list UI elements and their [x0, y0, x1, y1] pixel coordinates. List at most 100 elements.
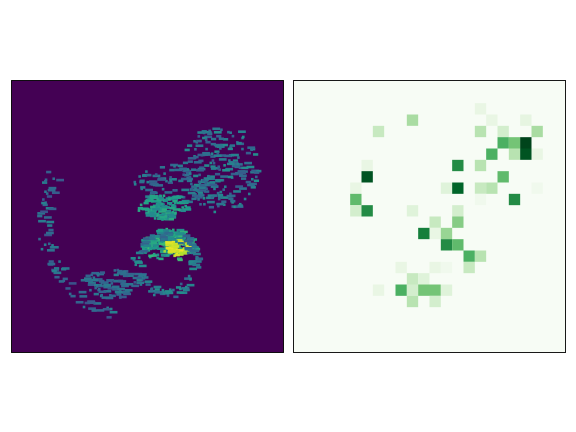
heatmap-left-pixel	[208, 129, 211, 133]
heatmap-left-pixel	[216, 191, 220, 195]
heatmap-right-cell	[452, 159, 464, 172]
heatmap-left-pixel	[84, 301, 90, 305]
heatmap-left-pixel	[152, 293, 156, 297]
heatmap-left-pixel	[65, 287, 71, 290]
heatmap-left-pixel	[167, 181, 173, 184]
heatmap-left-pixel	[79, 295, 88, 298]
heatmap-left-pixel	[193, 140, 196, 143]
heatmap-left-pixel	[48, 260, 54, 263]
heatmap-left-pixel	[126, 272, 135, 276]
heatmap-left-pixel	[172, 288, 175, 292]
heatmap-left-pixel	[157, 238, 161, 242]
heatmap-left-cells	[37, 127, 262, 319]
heatmap-left-pixel	[171, 245, 180, 248]
heatmap-right-cell	[440, 227, 453, 240]
heatmap-left-pixel	[228, 159, 231, 162]
heatmap-left-pixel	[162, 291, 165, 295]
heatmap-left-pixel	[99, 283, 103, 287]
heatmap-left-pixel	[154, 173, 158, 176]
heatmap-left-pixel	[188, 175, 192, 179]
heatmap-left-pixel	[230, 194, 236, 198]
heatmap-left-pixel	[182, 169, 191, 173]
heatmap-left-pixel	[174, 253, 180, 257]
heatmap-left-frame	[11, 80, 284, 353]
heatmap-left-pixel	[173, 295, 179, 299]
heatmap-left-pixel	[220, 175, 229, 178]
heatmap-left-pixel	[180, 177, 189, 181]
heatmap-right-cell	[395, 261, 407, 274]
heatmap-left-pixel	[194, 249, 200, 253]
heatmap-left-pixel	[128, 274, 134, 277]
heatmap-left-pixel	[117, 269, 123, 273]
heatmap-left-pixel	[205, 147, 208, 151]
heatmap-left-pixel	[214, 150, 220, 154]
heatmap-left-pixel	[238, 202, 242, 206]
heatmap-right-cell	[520, 114, 532, 126]
heatmap-left-pixel	[120, 272, 129, 276]
heatmap-left-pixel	[41, 201, 47, 205]
heatmap-left-pixel	[165, 229, 169, 233]
heatmap-left-pixel	[237, 204, 243, 207]
heatmap-left-pixel	[223, 164, 226, 167]
heatmap-left-pixel	[231, 153, 239, 157]
heatmap-left-pixel	[124, 288, 133, 292]
heatmap-left-pixel	[145, 170, 148, 173]
heatmap-left-pixel	[188, 172, 192, 175]
heatmap-left-pixel	[207, 175, 215, 178]
heatmap-right-cell	[474, 159, 487, 172]
heatmap-left-pixel	[182, 237, 186, 241]
heatmap-left-pixel	[145, 199, 154, 203]
heatmap-left-pixel	[207, 132, 213, 136]
heatmap-left-pixel	[145, 283, 151, 286]
heatmap-left-pixel	[217, 193, 224, 197]
heatmap-left-pixel	[151, 207, 160, 211]
heatmap-left-pixel	[160, 237, 166, 240]
heatmap-left-pixel	[217, 197, 221, 201]
heatmap-right-cell	[406, 114, 419, 126]
heatmap-left-pixel	[200, 178, 209, 182]
heatmap-left-pixel	[56, 178, 64, 182]
heatmap-left-pixel	[133, 183, 137, 186]
heatmap-left-pixel	[122, 274, 129, 278]
heatmap-left-pixel	[250, 148, 254, 151]
heatmap-right-cell	[361, 171, 373, 183]
heatmap-left-pixel	[204, 181, 207, 185]
heatmap-left-pixel	[94, 278, 103, 282]
heatmap-left-pixel	[107, 287, 113, 290]
heatmap-left-pixel	[239, 187, 247, 190]
heatmap-left-pixel	[47, 242, 51, 246]
heatmap-left-pixel	[51, 191, 60, 195]
heatmap-left-pixel	[160, 202, 164, 206]
heatmap-left-pixel	[224, 154, 233, 158]
heatmap-left-pixel	[230, 172, 239, 176]
heatmap-left-pixel	[193, 155, 199, 159]
heatmap-left-pixel	[194, 196, 203, 199]
heatmap-left-pixel	[218, 137, 224, 141]
heatmap-left-pixel	[199, 180, 205, 184]
heatmap-left-pixel	[103, 283, 112, 287]
heatmap-left-pixel	[196, 266, 202, 269]
heatmap-left-pixel	[145, 211, 154, 215]
heatmap-left-pixel	[199, 194, 205, 197]
heatmap-left-pixel	[197, 135, 201, 138]
heatmap-left-pixel	[192, 263, 201, 267]
heatmap-left-pixel	[179, 167, 187, 171]
heatmap-left-pixel	[153, 212, 159, 216]
heatmap-left-pixel	[168, 215, 177, 219]
heatmap-left-pixel	[140, 187, 144, 191]
heatmap-left-pixel	[153, 217, 157, 220]
heatmap-left-pixel	[156, 253, 160, 257]
heatmap-left-pixel	[150, 195, 158, 198]
heatmap-left-pixel	[199, 184, 206, 187]
heatmap-left-pixel	[123, 292, 132, 296]
heatmap-left-pixel	[217, 165, 221, 169]
heatmap-left-pixel	[184, 148, 190, 152]
heatmap-left-pixel	[149, 196, 158, 200]
heatmap-left-pixel	[94, 286, 97, 290]
heatmap-left-pixel	[152, 243, 158, 247]
heatmap-left-pixel	[88, 307, 96, 310]
heatmap-left-pixel	[121, 284, 129, 288]
heatmap-left-pixel	[177, 258, 183, 262]
heatmap-left-pixel	[170, 163, 178, 167]
heatmap-left-pixel	[197, 131, 206, 134]
